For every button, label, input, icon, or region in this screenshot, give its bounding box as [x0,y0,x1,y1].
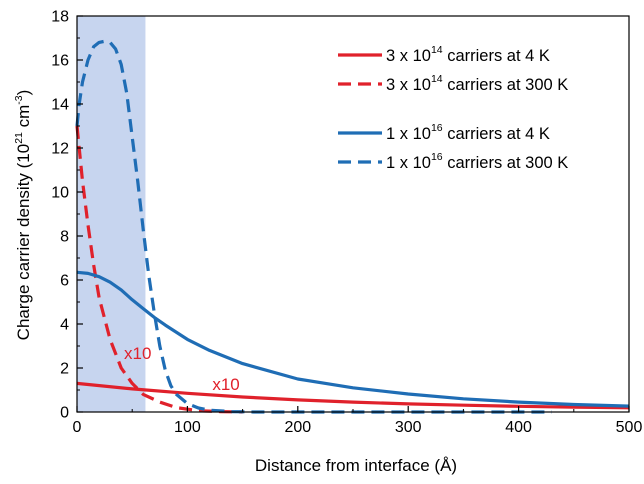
series-line-1e16-4k [76,270,630,408]
y-tick-label: 0 [60,405,69,422]
ticks-layer: 0 100 200 300 400 500 0 2 4 6 8 10 12 14 16 18 [51,9,642,437]
series-line-3e14-4k [76,381,630,410]
x-tick-label: 300 [395,419,422,436]
legend-label-1e16-4k: 1 x 1016 carriers at 4 K [386,122,550,143]
x-axis-label: Distance from interface (Å) [255,456,457,475]
series-line-1e16-300k [75,39,552,414]
x-tick-label: 400 [505,419,532,436]
x-tick-label: 100 [174,419,201,436]
x-tick-label: 0 [73,419,82,436]
series-layer [75,39,630,414]
legend-label-1e16-300k: 1 x 1016 carriers at 300 K [386,151,568,172]
annotation-x10-left: x10 [124,344,151,363]
y-tick-label: 18 [51,9,69,26]
y-tick-label: 12 [51,141,69,158]
y-tick-label: 16 [51,53,69,70]
series-line-3e14-300k [75,125,243,414]
legend: 3 x 1014 carriers at 4 K 3 x 1014 carrie… [338,44,568,172]
y-tick-label: 10 [51,185,69,202]
x-tick-label: 200 [284,419,311,436]
y-tick-label: 14 [51,97,69,114]
y-tick-label: 2 [60,361,69,378]
y-tick-label: 4 [60,317,69,334]
x-tick-label: 500 [616,419,643,436]
y-tick-label: 8 [60,229,69,246]
annotation-x10-right: x10 [212,375,239,394]
y-tick-label: 6 [60,273,69,290]
legend-label-3e14-4k: 3 x 1014 carriers at 4 K [386,44,550,65]
legend-label-3e14-300k: 3 x 1014 carriers at 300 K [386,73,568,94]
y-axis-label: Charge carrier density (1021 cm-3) [13,90,33,341]
